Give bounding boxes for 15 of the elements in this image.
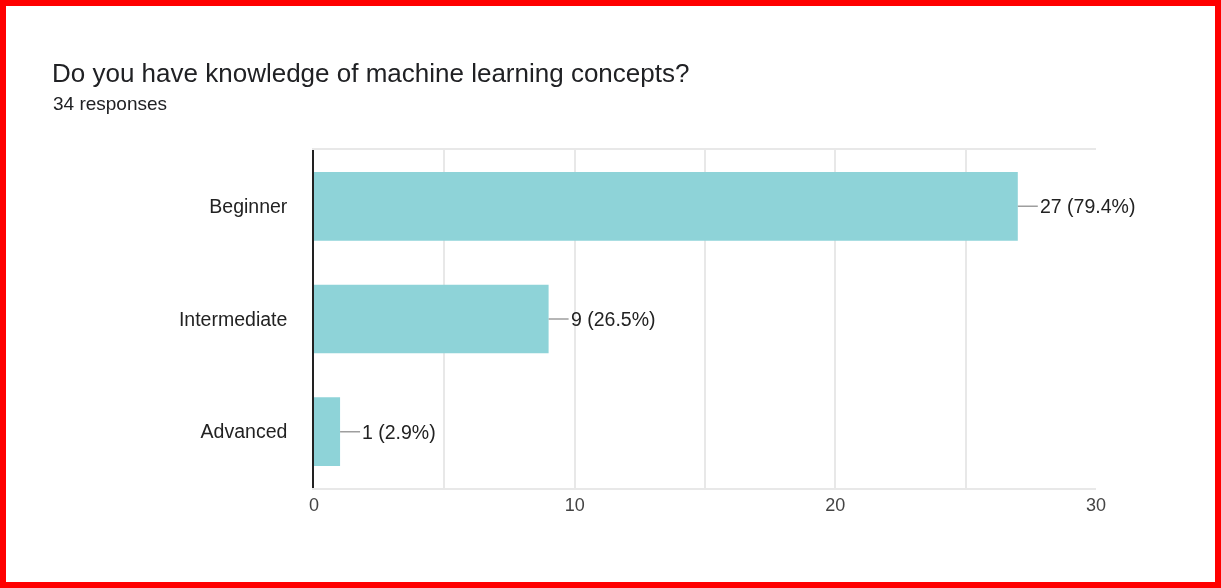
y-tick-label: Beginner <box>209 195 288 218</box>
x-tick-label: 0 <box>308 495 320 516</box>
x-tick-label: 30 <box>1085 495 1107 516</box>
text: 34 responses <box>53 93 168 114</box>
data-label: 1 (2.9%) <box>362 421 436 443</box>
x-tick-label: 10 <box>564 495 585 516</box>
chart-title: Do you have knowledge of machine learning concepts? <box>52 58 690 89</box>
y-tick-label: Advanced <box>200 420 288 443</box>
x-tick-label: 20 <box>825 495 846 516</box>
y-tick-label: Intermediate <box>178 307 288 330</box>
bar <box>314 284 549 354</box>
bar <box>314 171 1018 241</box>
data-label: 27 (79.4%) <box>1040 195 1136 217</box>
data-label: 9 (26.5%) <box>571 308 656 330</box>
bar <box>314 397 341 467</box>
